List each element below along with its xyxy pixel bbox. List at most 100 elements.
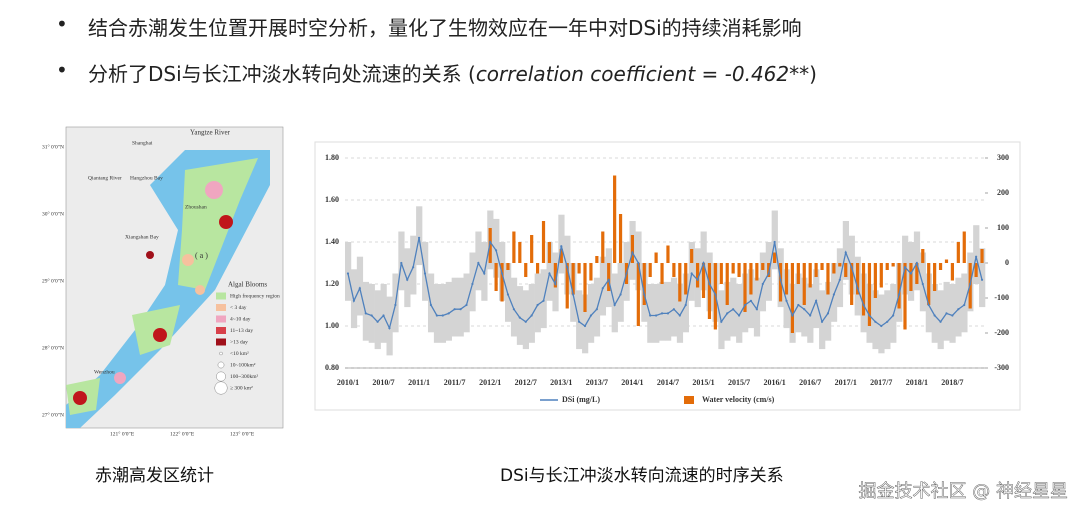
point	[423, 272, 427, 275]
bloom	[153, 328, 167, 342]
range-band	[747, 269, 755, 329]
x-tick-label: 2015/1	[692, 378, 714, 387]
point	[465, 303, 468, 307]
caption: 赤潮高发区统计	[95, 466, 214, 486]
point	[826, 312, 830, 315]
map-label: Qiantang River	[88, 175, 122, 181]
point	[601, 287, 604, 290]
point	[447, 312, 450, 315]
caption: DSi与长江冲淡水转向流速的时序关系	[500, 466, 784, 486]
map-label: Wenzhou	[94, 369, 115, 375]
x-tick-label: 2010/7	[372, 378, 394, 387]
bloom	[146, 251, 154, 259]
point	[524, 320, 527, 323]
x-tick-label: 2017/1	[835, 378, 857, 387]
bloom	[219, 215, 233, 229]
bar	[524, 263, 528, 277]
bar	[820, 263, 824, 270]
y2-tick-label: -300	[994, 363, 1009, 372]
bar	[565, 263, 569, 309]
range-band	[451, 277, 458, 337]
y-tick-label: 1.80	[325, 153, 339, 162]
point	[732, 308, 735, 311]
bar	[885, 263, 889, 270]
point	[400, 261, 403, 265]
y-tick-label: 1.20	[325, 279, 339, 288]
legend-swatch	[684, 396, 694, 404]
bar	[761, 263, 765, 270]
point	[761, 282, 764, 286]
bar	[500, 263, 504, 302]
bar	[672, 263, 676, 277]
map-label: Yangtze River	[190, 129, 231, 137]
y2-tick-label: 300	[997, 153, 1009, 162]
lat-label: 30° 0′0″N	[42, 210, 64, 217]
point	[643, 293, 646, 296]
range-band	[819, 290, 826, 350]
legend-label: 4~10 day	[230, 316, 251, 322]
point	[530, 314, 533, 317]
range-band	[582, 294, 589, 354]
range-band	[759, 252, 767, 312]
bar	[980, 249, 984, 263]
bar	[535, 263, 540, 274]
legend-circle	[217, 361, 225, 369]
range-band	[801, 277, 808, 337]
range-band	[534, 273, 541, 333]
bloom	[195, 285, 205, 295]
bar	[808, 263, 812, 288]
bar	[903, 263, 907, 330]
point	[797, 303, 800, 307]
y-tick-label: 1.00	[325, 321, 339, 330]
point	[352, 299, 355, 302]
point	[477, 261, 480, 265]
point	[560, 245, 563, 248]
bullet-text: 结合赤潮发生位置开展时空分析，量化了生物效应在一年中对DSi的持续消耗影响	[88, 16, 802, 40]
bloom	[182, 254, 194, 266]
bar	[506, 263, 510, 270]
point	[542, 299, 545, 302]
bullet-text: 分析了DSi与长江冲淡水转向处流速的关系 (	[88, 62, 476, 86]
legend-circle	[216, 371, 226, 382]
point	[506, 293, 510, 296]
point	[572, 293, 575, 296]
point	[613, 303, 616, 307]
x-tick-label: 2018/7	[941, 378, 963, 387]
legend-label: High frequency region	[230, 292, 280, 299]
point	[963, 303, 966, 307]
point	[382, 314, 385, 317]
point	[832, 293, 835, 296]
bar	[707, 263, 712, 319]
point	[720, 320, 723, 323]
x-tick-label: 2010/1	[337, 378, 359, 387]
point	[880, 324, 883, 328]
point	[809, 314, 812, 317]
point	[838, 278, 841, 281]
bar	[743, 263, 747, 312]
bar	[850, 263, 854, 305]
y-tick-label: 0.80	[325, 363, 339, 372]
point	[743, 303, 747, 307]
range-band	[653, 284, 660, 343]
point	[874, 320, 877, 323]
legend-title: Algal Blooms	[228, 281, 267, 289]
bar	[938, 263, 943, 270]
point	[749, 299, 753, 302]
point	[655, 314, 658, 317]
range-band	[599, 256, 607, 316]
point	[394, 303, 397, 307]
range-band	[398, 231, 405, 291]
bar	[541, 221, 546, 263]
chart: 0.80 1.00 1.20 1.40 1.60 1.80 -300 -200 -100 0 100…	[325, 153, 1009, 404]
legend-label: Water velocity (cm/s)	[702, 395, 775, 404]
range-band	[872, 290, 879, 350]
point	[684, 303, 687, 307]
point	[625, 272, 628, 275]
watermark: 掘金技术社区 @ 神经星星	[859, 481, 1068, 502]
y-tick-label: 1.60	[325, 195, 339, 204]
point	[779, 278, 782, 281]
bar	[873, 263, 877, 298]
range-band	[433, 284, 441, 343]
bar	[695, 263, 700, 288]
bar	[802, 263, 806, 305]
